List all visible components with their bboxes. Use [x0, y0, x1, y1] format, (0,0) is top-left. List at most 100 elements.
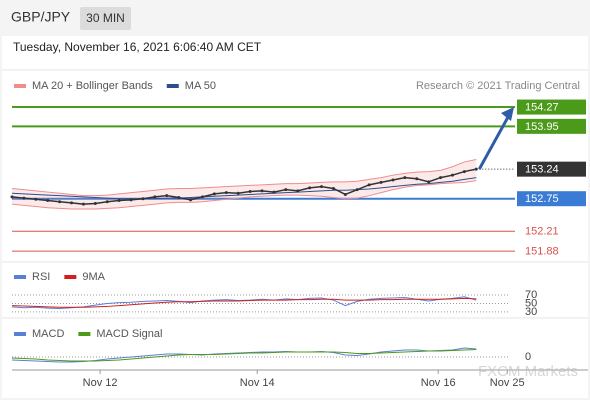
legend-label: MACD Signal	[96, 328, 162, 340]
band-segment	[357, 179, 370, 199]
price-point	[141, 197, 145, 201]
legend-swatch	[166, 84, 179, 88]
price-point	[331, 186, 335, 190]
timestamp: Tuesday, November 16, 2021 6:06:40 AM CE…	[13, 40, 262, 54]
price-point	[22, 196, 26, 200]
legend-label: MACD	[32, 328, 64, 340]
band-segment	[452, 161, 465, 184]
price-point	[81, 202, 85, 206]
price-point	[343, 192, 347, 196]
level-label: 152.75	[525, 193, 559, 205]
price-point	[153, 195, 157, 199]
price-point	[450, 173, 454, 177]
price-point	[34, 197, 38, 201]
legend-label: MA 20 + Bollinger Bands	[32, 80, 153, 92]
x-tick-label: Nov 16	[421, 377, 456, 389]
band-segment	[309, 182, 322, 197]
legend-swatch	[14, 84, 26, 88]
y-tick-label: 50	[525, 297, 537, 309]
level-box	[517, 161, 586, 177]
band-segment	[321, 181, 334, 198]
level-label: 151.88	[525, 246, 559, 258]
price-point	[117, 199, 121, 203]
y-tick-label: 0	[525, 351, 531, 363]
series-line	[11, 297, 477, 308]
price-point	[439, 176, 443, 180]
price-point	[129, 198, 133, 202]
price-point	[355, 188, 359, 192]
price-point	[308, 186, 312, 190]
level-box	[517, 191, 586, 207]
band-upper	[11, 159, 477, 197]
price-point	[224, 191, 228, 195]
price-point	[93, 202, 97, 206]
price-point	[236, 191, 240, 195]
symbol: GBP/JPY	[11, 9, 71, 25]
level-label: 153.95	[525, 121, 559, 133]
band-lower	[11, 180, 477, 210]
level-label: 152.21	[525, 226, 559, 238]
price-point	[391, 178, 395, 182]
source: Research © 2021 Trading Central	[416, 80, 580, 92]
band-segment	[47, 192, 60, 209]
price-point	[403, 176, 407, 180]
price-point	[296, 189, 300, 193]
level-label: 153.24	[525, 164, 559, 176]
arrow-head	[501, 107, 514, 122]
legend-swatch	[14, 332, 26, 336]
chart-area	[2, 36, 588, 398]
band-segment	[71, 194, 84, 209]
price-point	[367, 183, 371, 187]
price-point	[212, 192, 216, 196]
price-point	[10, 195, 14, 199]
price-point	[272, 190, 276, 194]
price-point	[58, 200, 62, 204]
band-segment	[416, 171, 429, 186]
interval-button[interactable]	[80, 7, 131, 30]
band-segment	[440, 166, 453, 184]
x-tick-label: Nov 25	[490, 377, 525, 389]
price-point	[474, 167, 478, 171]
price-point	[46, 199, 50, 203]
level-box	[517, 99, 586, 115]
x-tick-label: Nov 14	[240, 377, 275, 389]
interval-label: 30 MIN	[86, 11, 125, 25]
legend-label: RSI	[32, 271, 50, 283]
band-segment	[381, 175, 393, 193]
legend-swatch	[78, 332, 91, 336]
y-tick-label: 30	[525, 306, 537, 318]
arrow-shaft	[477, 116, 510, 170]
price-point	[379, 180, 383, 184]
price-point	[415, 177, 419, 181]
level-label: 154.27	[525, 101, 559, 113]
watermark: FXCM Markets	[478, 363, 578, 380]
price-point	[260, 189, 264, 193]
price-point	[248, 189, 252, 193]
price-point	[200, 195, 204, 199]
legend-label: MA 50	[185, 80, 216, 92]
band-segment	[369, 177, 382, 196]
price-point	[70, 201, 74, 205]
price-point	[177, 195, 181, 199]
price-line	[11, 168, 477, 205]
price-point	[284, 188, 288, 192]
legend-swatch	[64, 275, 77, 279]
price-point	[427, 180, 431, 184]
band-segment	[83, 195, 96, 209]
legend-swatch	[14, 275, 26, 279]
price-point	[165, 194, 169, 198]
x-tick-label: Nov 12	[83, 377, 118, 389]
series-line	[11, 349, 477, 362]
level-box	[517, 118, 586, 134]
series-line	[11, 177, 477, 200]
band-segment	[202, 187, 215, 202]
price-point	[462, 170, 466, 174]
band-segment	[404, 172, 417, 188]
price-point	[320, 185, 324, 189]
band-segment	[59, 193, 72, 209]
y-tick-label: 70	[525, 289, 537, 301]
legend-label: 9MA	[82, 271, 105, 283]
price-point	[105, 200, 109, 204]
band-segment	[262, 184, 274, 197]
